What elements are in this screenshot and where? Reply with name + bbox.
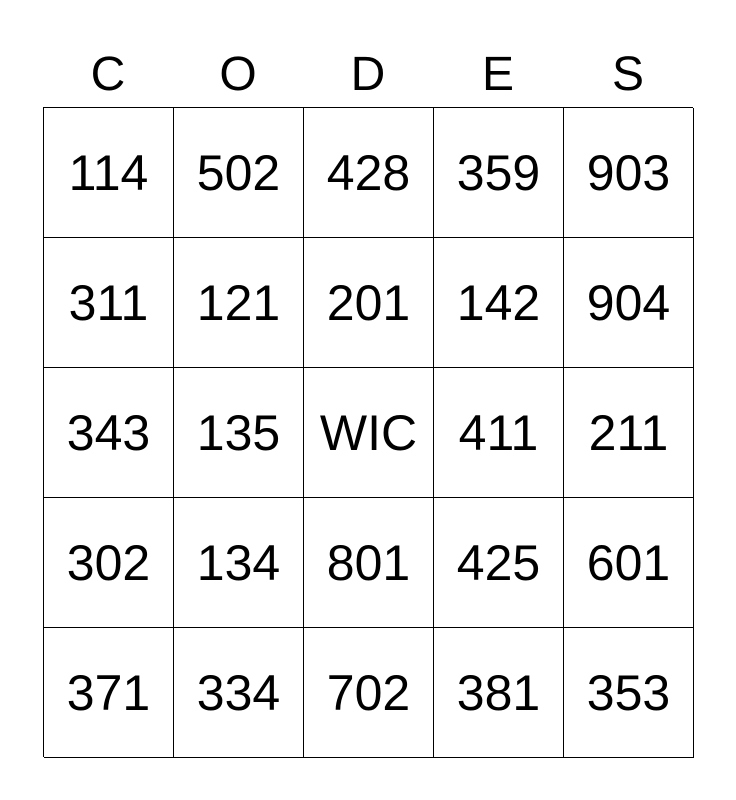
bingo-cell: 311: [44, 238, 174, 368]
bingo-cell: 425: [434, 498, 564, 628]
bingo-cell: 904: [564, 238, 694, 368]
header-letter: C: [90, 48, 126, 101]
bingo-cell: 359: [434, 108, 564, 238]
header-letter: O: [219, 48, 257, 101]
bingo-cell: 134: [174, 498, 304, 628]
bingo-cell: 502: [174, 108, 304, 238]
bingo-cell: 428: [304, 108, 434, 238]
bingo-cell: 903: [564, 108, 694, 238]
header-letter: E: [481, 48, 514, 101]
bingo-cell: 343: [44, 368, 174, 498]
bingo-cell: 114: [44, 108, 174, 238]
bingo-cell: 302: [44, 498, 174, 628]
bingo-cell: WIC: [304, 368, 434, 498]
bingo-cell: 381: [434, 628, 564, 758]
bingo-cell: 801: [304, 498, 434, 628]
bingo-cell: 334: [174, 628, 304, 758]
bingo-cell: 702: [304, 628, 434, 758]
bingo-cell: 142: [434, 238, 564, 368]
bingo-grid: 114 502 428 359 903 311 121 201 142 904 343 135 WIC 4…: [43, 107, 694, 758]
bingo-cell: 135: [174, 368, 304, 498]
bingo-cell: 353: [564, 628, 694, 758]
bingo-cell: 201: [304, 238, 434, 368]
header-letter: S: [611, 48, 644, 101]
bingo-cell: 371: [44, 628, 174, 758]
bingo-header: C O D E S: [43, 44, 693, 106]
bingo-cell: 121: [174, 238, 304, 368]
header-letter: D: [350, 48, 386, 101]
bingo-cell: 601: [564, 498, 694, 628]
bingo-cell: 411: [434, 368, 564, 498]
bingo-cell: 211: [564, 368, 694, 498]
